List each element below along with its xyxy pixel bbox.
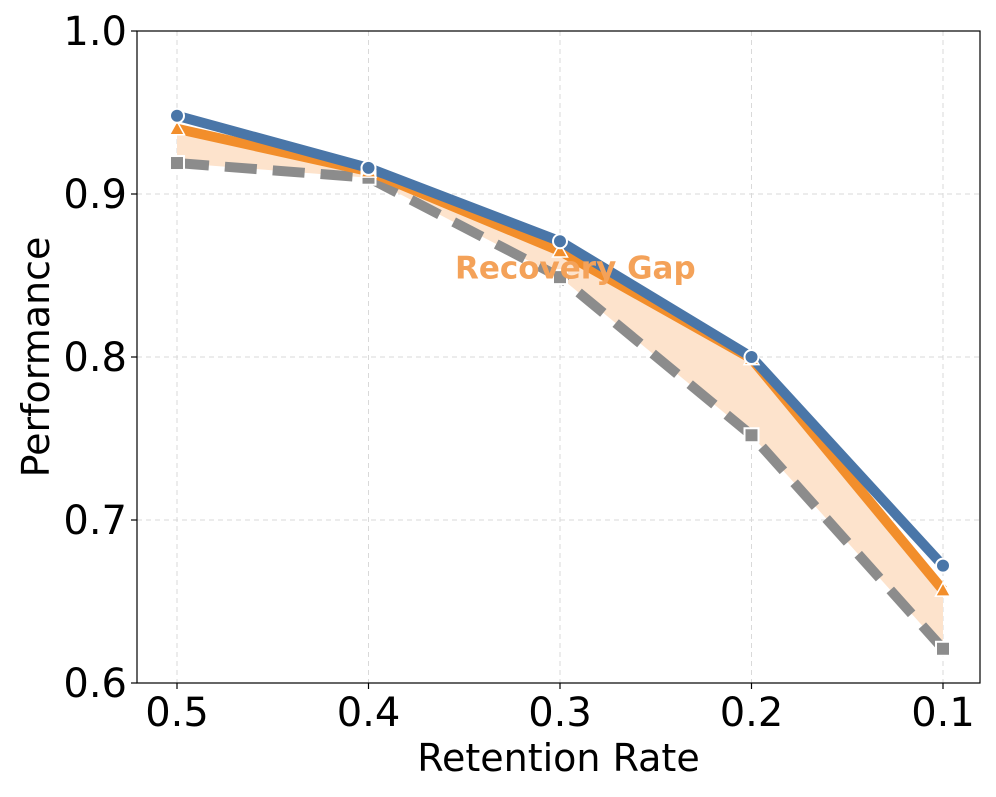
- x-tick-label: 0.4: [337, 690, 401, 736]
- marker-lower-point: [743, 427, 760, 444]
- marker-upper-point: [169, 107, 185, 124]
- marker-upper-point: [360, 159, 377, 176]
- x-tick-label: 0.1: [911, 690, 975, 736]
- marker-lower-point: [935, 640, 951, 657]
- x-axis-title: Retention Rate: [417, 736, 699, 780]
- y-tick-label: 0.6: [63, 661, 127, 707]
- y-tick-label: 0.7: [63, 498, 127, 544]
- series-markers-layer: [168, 107, 952, 657]
- grid-lines: [137, 30, 980, 684]
- x-axis-ticks: 0.5 0.4 0.3 0.2 0.1: [145, 683, 975, 736]
- x-tick-label: 0.2: [720, 690, 784, 736]
- marker-upper-point: [935, 557, 951, 574]
- y-tick-label: 0.9: [63, 172, 127, 218]
- x-tick-label: 0.3: [528, 690, 592, 736]
- y-tick-label: 1.0: [63, 9, 127, 55]
- recovery-gap-annotation: Recovery Gap: [455, 250, 696, 286]
- marker-upper-point: [552, 233, 568, 250]
- marker-middle-point: [551, 242, 569, 258]
- marker-middle-point: [934, 581, 952, 597]
- marker-middle-point: [168, 119, 186, 136]
- y-tick-label: 0.8: [63, 335, 127, 381]
- y-axis-title: Performance: [14, 237, 58, 478]
- marker-upper-point: [743, 349, 760, 365]
- marker-lower-point: [169, 155, 185, 172]
- y-axis-ticks: 0.6 0.7 0.8 0.9 1.0: [63, 9, 137, 707]
- x-tick-label: 0.5: [145, 690, 209, 736]
- marker-lower-point: [552, 269, 568, 286]
